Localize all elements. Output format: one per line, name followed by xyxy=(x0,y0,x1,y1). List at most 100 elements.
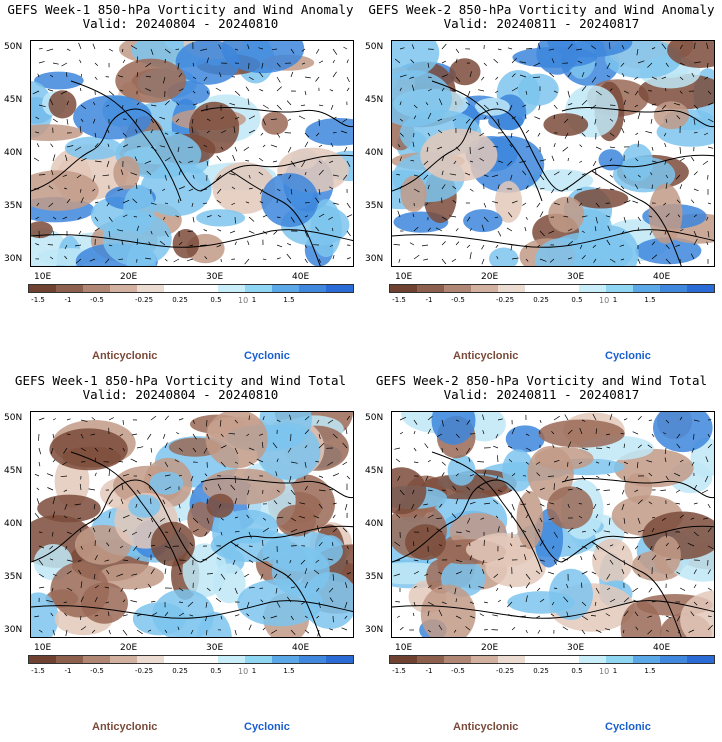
wind-vector xyxy=(178,199,180,204)
wind-vector xyxy=(632,200,639,204)
wind-vector xyxy=(52,418,57,421)
colorbar-swatch xyxy=(83,285,110,292)
wind-vector xyxy=(304,429,310,435)
wind-vector xyxy=(665,258,671,265)
latitude-label: 40N xyxy=(4,519,23,529)
wind-vector xyxy=(332,433,338,439)
wind-vector xyxy=(79,59,82,64)
wind-vector xyxy=(707,503,711,509)
wind-vector xyxy=(330,104,334,110)
wind-vector xyxy=(234,475,236,484)
wind-vector xyxy=(136,102,140,106)
colorbar-swatch xyxy=(164,656,191,663)
wind-vector xyxy=(51,169,54,176)
longitude-label: 20E xyxy=(120,272,138,282)
wind-vector xyxy=(606,75,611,78)
wind-vector xyxy=(483,470,486,477)
wind-vector xyxy=(399,156,402,162)
wind-vector xyxy=(623,90,630,94)
wind-vector xyxy=(159,517,166,522)
wind-vector xyxy=(342,442,348,449)
wind-vector xyxy=(220,531,223,536)
wind-vector xyxy=(679,587,686,591)
wind-vector xyxy=(478,146,485,150)
wind-vector xyxy=(275,587,278,594)
wind-vector xyxy=(609,42,611,50)
wind-vector xyxy=(562,558,569,561)
wind-vector xyxy=(411,84,415,92)
wind-vector xyxy=(483,601,488,604)
wind-vector xyxy=(661,104,667,110)
wind-vector xyxy=(133,545,138,551)
wind-vector xyxy=(424,573,429,576)
map-panel-week1-anomaly: GEFS Week-1 850-hPa Vorticity and Wind A… xyxy=(0,0,361,371)
wind-vector xyxy=(413,585,417,589)
wind-vector xyxy=(651,516,656,519)
wind-vector xyxy=(466,486,471,491)
wind-vector xyxy=(192,433,197,440)
wind-vector xyxy=(108,528,111,533)
vorticity-blob xyxy=(536,41,579,75)
wind-vector xyxy=(413,115,417,120)
wind-vector xyxy=(150,498,152,505)
wind-vector xyxy=(132,198,138,204)
wind-vector xyxy=(346,545,349,549)
vorticity-blob xyxy=(205,412,268,469)
wind-vector xyxy=(519,160,527,163)
coastline xyxy=(392,108,714,192)
wind-vector xyxy=(399,118,404,122)
wind-vector xyxy=(453,160,457,165)
wind-vector xyxy=(635,132,639,136)
latitude-label: 30N xyxy=(4,254,23,264)
wind-vector xyxy=(539,211,544,218)
wind-vector xyxy=(272,160,278,163)
colorbar-tick-label: 1 xyxy=(251,296,257,304)
wind-vector xyxy=(623,597,630,603)
wind-vector xyxy=(122,559,129,561)
wind-vector xyxy=(687,542,695,547)
wind-vector xyxy=(455,531,462,533)
wind-vector xyxy=(119,433,124,437)
wind-vector xyxy=(693,188,699,192)
wind-vector xyxy=(150,48,154,56)
colorbar-swatch xyxy=(552,285,579,292)
wind-vector xyxy=(49,558,54,561)
wind-vector xyxy=(247,489,250,496)
wind-vector xyxy=(204,531,208,537)
wind-vector xyxy=(205,615,208,622)
wind-vector xyxy=(411,503,415,510)
wind-vector xyxy=(578,503,583,505)
wind-vector xyxy=(163,216,166,221)
wind-vector xyxy=(398,198,401,204)
wind-vector xyxy=(581,475,586,481)
wind-vector xyxy=(340,130,348,134)
wind-vector xyxy=(707,118,714,123)
wind-vector xyxy=(77,559,82,562)
wind-vector xyxy=(220,146,224,150)
wind-vector xyxy=(454,587,457,595)
coastline xyxy=(31,229,353,248)
wind-vector xyxy=(304,201,310,204)
longitude-label: 20E xyxy=(481,272,499,282)
colorbar-tick-label: 1 xyxy=(612,296,618,304)
wind-vector xyxy=(270,144,278,148)
wind-vector xyxy=(330,142,334,148)
wind-vector xyxy=(441,461,446,466)
wind-vector xyxy=(220,445,227,449)
coastline xyxy=(392,479,714,563)
wind-vector xyxy=(449,215,457,218)
wind-vector xyxy=(65,545,68,550)
wind-vector xyxy=(80,419,88,422)
wind-vector xyxy=(538,43,541,50)
wind-vector xyxy=(509,543,513,547)
wind-vector xyxy=(315,461,320,463)
colorbar-swatch xyxy=(606,285,633,292)
panel-title: GEFS Week-1 850-hPa Vorticity and Wind T… xyxy=(14,373,347,388)
wind-vector xyxy=(145,257,152,260)
wind-vector xyxy=(567,43,573,50)
wind-vector xyxy=(606,239,611,246)
wind-vector xyxy=(329,628,334,631)
wind-vector xyxy=(537,528,541,533)
wind-vector xyxy=(553,202,560,206)
wind-vector xyxy=(38,461,41,467)
